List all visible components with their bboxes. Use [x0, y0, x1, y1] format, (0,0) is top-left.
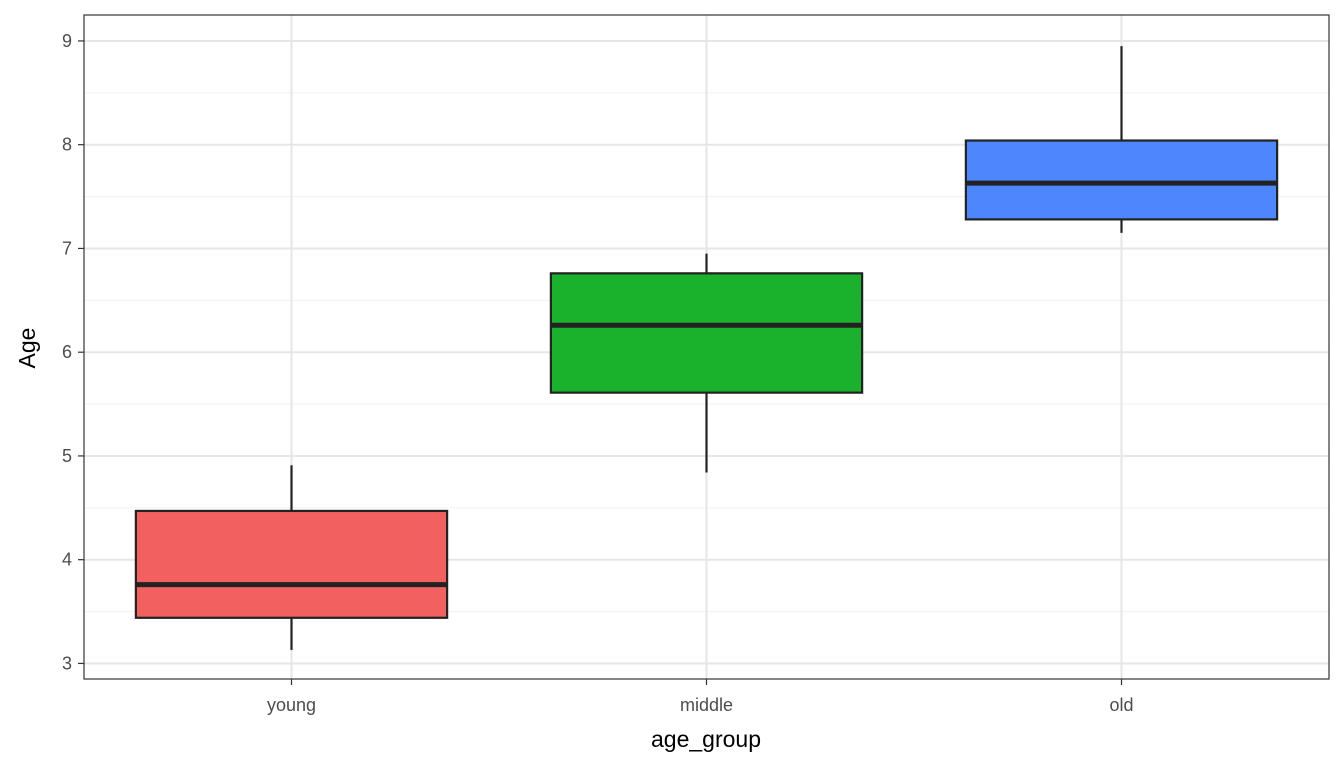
y-tick-label: 6	[62, 342, 72, 362]
y-tick-label: 8	[62, 135, 72, 155]
x-tick-label: young	[267, 695, 316, 715]
y-tick-label: 4	[62, 550, 72, 570]
box-layer	[134, 46, 1279, 650]
x-axis-title: age_group	[651, 726, 761, 752]
y-axis-title: Age	[14, 328, 40, 369]
x-tick-label: old	[1109, 695, 1133, 715]
box-young	[134, 465, 449, 650]
y-tick-label: 9	[62, 31, 72, 51]
tick-layer: 3 4 5 6 7 8 9 young middle old	[62, 31, 1134, 715]
box-middle	[549, 253, 864, 473]
y-tick-label: 5	[62, 446, 72, 466]
box-body	[549, 272, 864, 394]
box-body	[964, 139, 1279, 221]
y-tick-label: 7	[62, 238, 72, 258]
y-tick-label: 3	[62, 653, 72, 673]
box-body	[134, 509, 449, 619]
x-tick-label: middle	[680, 695, 733, 715]
box-old	[964, 46, 1279, 233]
